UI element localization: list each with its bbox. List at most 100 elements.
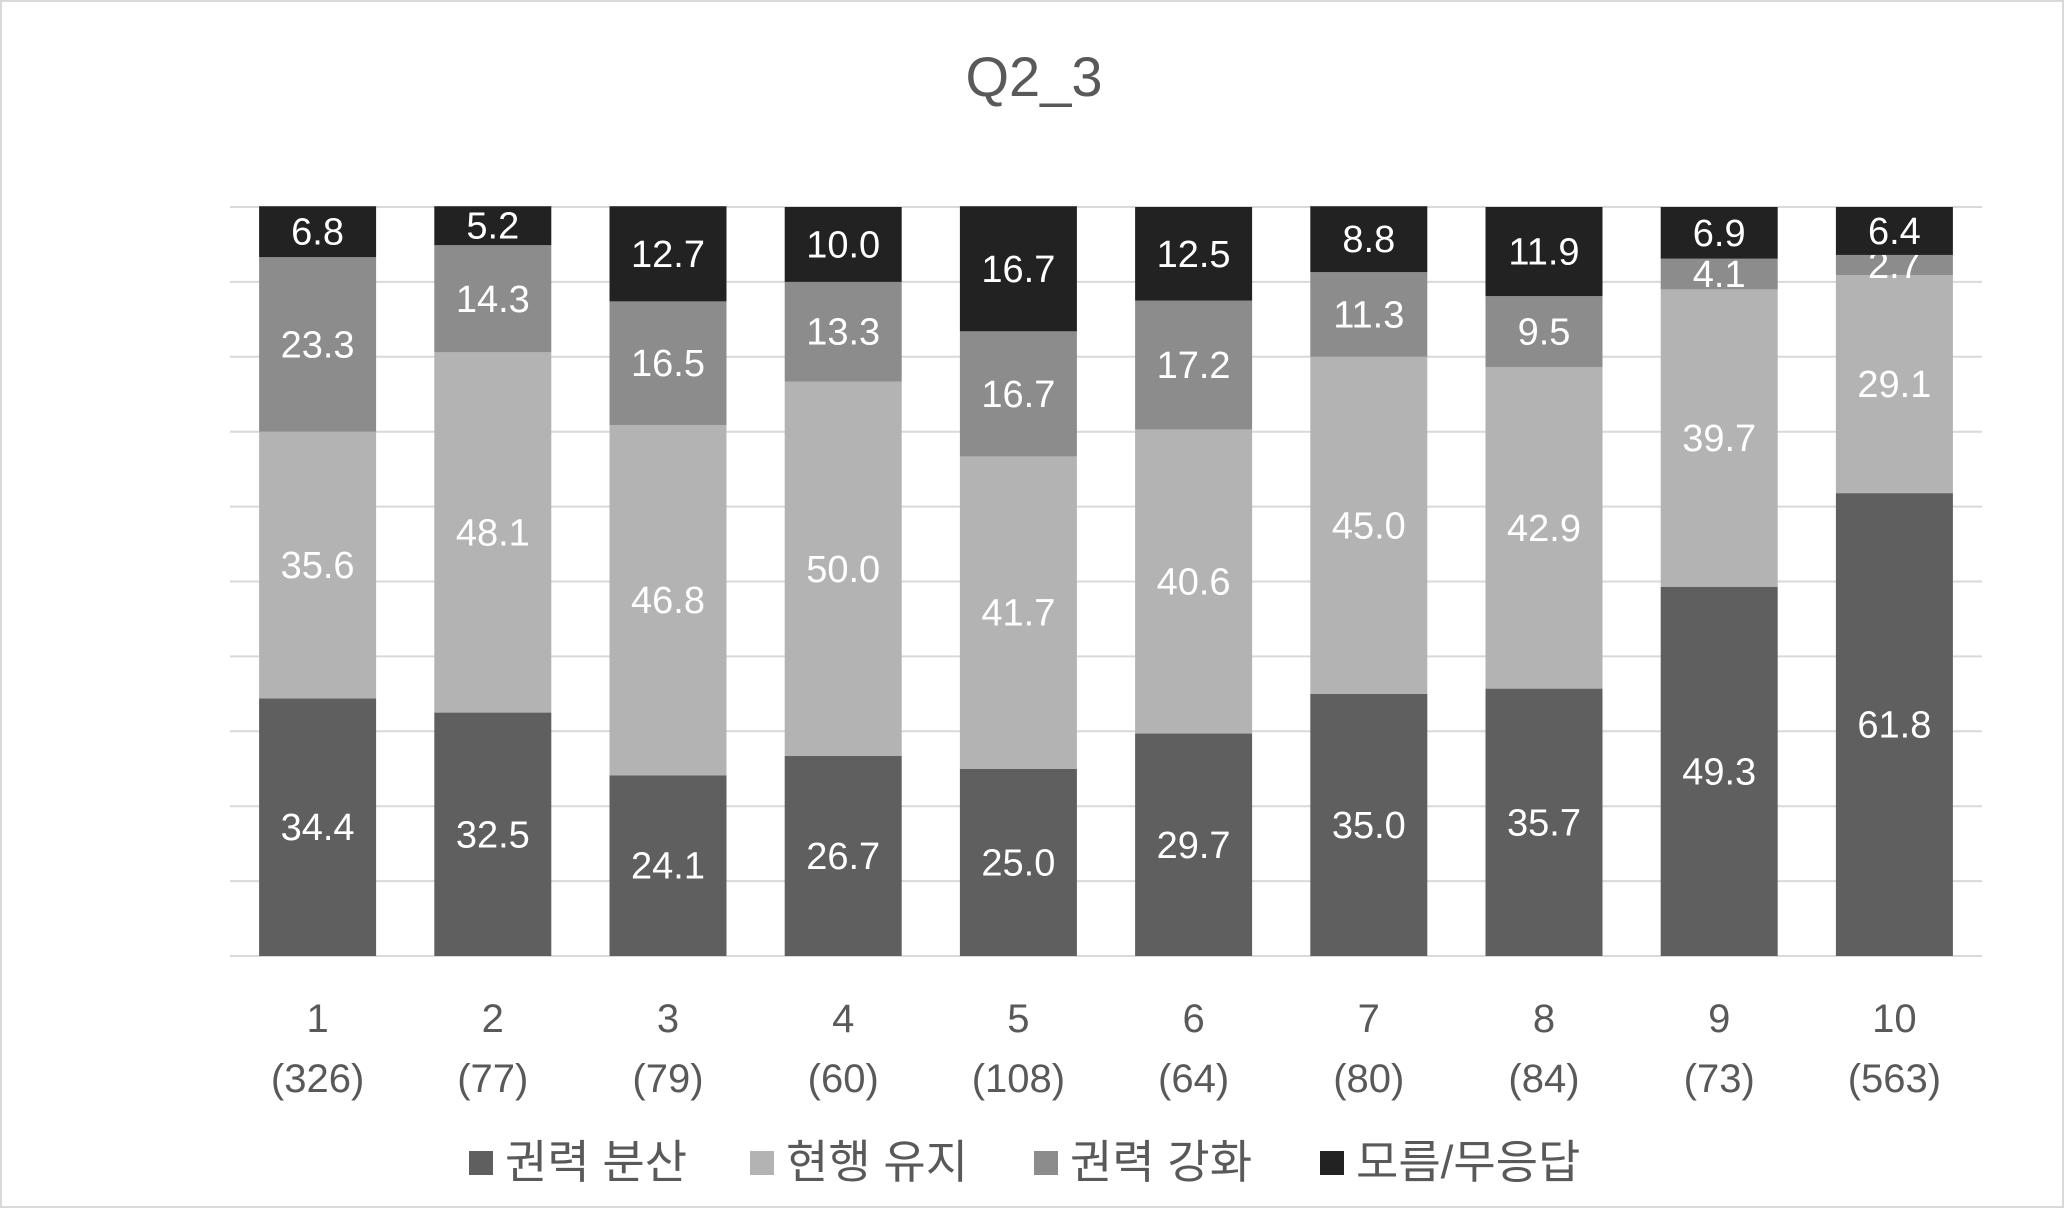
x-tick-label: 8 <box>1533 997 1555 1041</box>
legend-swatch <box>1034 1151 1058 1175</box>
bar-segment <box>784 281 902 382</box>
legend-swatch <box>469 1151 493 1175</box>
x-tick-label: 4 <box>832 997 854 1041</box>
legend-label: 권력 분산 <box>505 1136 687 1188</box>
bar-segment <box>1660 258 1778 290</box>
x-tick-count-label: (80) <box>1333 1057 1404 1101</box>
bar-segment <box>959 768 1077 956</box>
bar-segment <box>959 331 1077 457</box>
bar-segment <box>259 206 377 258</box>
bar-segment <box>784 381 902 757</box>
bar-segment <box>1485 367 1603 689</box>
x-axis-labels: 1 (326) 2 (77) 3 (79) 4 (60) 5 (108) 6 (64) 7 (80) 8 (8… <box>271 997 1941 1101</box>
data-label: 25.0 <box>981 842 1055 884</box>
data-label: 16.7 <box>981 374 1055 416</box>
data-label: 29.7 <box>1157 825 1231 867</box>
x-tick-count-label: (79) <box>632 1057 703 1101</box>
x-tick-count-label: (77) <box>457 1057 528 1101</box>
bar-segment <box>784 207 902 282</box>
x-tick-count-label: (60) <box>808 1057 879 1101</box>
data-label: 9.5 <box>1518 312 1571 354</box>
data-label: 40.6 <box>1157 562 1231 604</box>
data-label: 35.0 <box>1332 805 1406 847</box>
bar-segment <box>434 245 552 353</box>
x-tick-label: 1 <box>306 997 328 1041</box>
bar-segment <box>1485 207 1603 297</box>
data-label: 42.9 <box>1507 508 1581 550</box>
data-label: 24.1 <box>631 846 705 888</box>
data-label: 39.7 <box>1682 418 1756 460</box>
x-tick-label: 5 <box>1007 997 1029 1041</box>
x-tick-count-label: (84) <box>1508 1057 1579 1101</box>
bar-segment <box>609 301 727 425</box>
bar-segment <box>784 756 902 956</box>
data-label: 8.8 <box>1342 219 1395 261</box>
data-label: 11.9 <box>1508 232 1579 274</box>
data-label: 6.8 <box>291 212 344 254</box>
data-label: 48.1 <box>456 512 530 554</box>
x-tick-label: 2 <box>482 997 504 1041</box>
data-label: 16.5 <box>631 343 705 385</box>
legend-swatch <box>1320 1151 1344 1175</box>
bar-segment <box>1310 206 1428 273</box>
bar-segment <box>259 431 377 699</box>
data-label: 17.2 <box>1157 345 1231 387</box>
data-label: 61.8 <box>1857 705 1931 747</box>
data-label: 14.3 <box>456 279 530 321</box>
data-label: 35.7 <box>1507 802 1581 844</box>
data-label: 32.5 <box>456 814 530 856</box>
x-tick-count-label: (73) <box>1684 1057 1755 1101</box>
data-label: 4.1 <box>1693 254 1746 296</box>
data-label: 12.5 <box>1157 234 1231 276</box>
bar-segment <box>609 206 727 302</box>
data-label: 23.3 <box>281 324 355 366</box>
bar-segment <box>1835 254 1953 276</box>
legend: 권력 분산 현행 유지 권력 강화 모름/무응답 <box>469 1136 1580 1188</box>
data-label: 13.3 <box>806 312 880 354</box>
data-label: 35.6 <box>281 545 355 587</box>
bar-segment <box>1485 688 1603 956</box>
bar-segment <box>1485 296 1603 368</box>
bar-segment <box>609 775 727 956</box>
data-label: 41.7 <box>981 593 1055 635</box>
data-label: 45.0 <box>1332 505 1406 547</box>
bar-segment <box>434 206 552 246</box>
bar-segment <box>1835 275 1953 494</box>
data-label: 50.0 <box>806 549 880 591</box>
x-tick-count-label: (108) <box>972 1057 1065 1101</box>
bar-segment <box>959 456 1077 769</box>
x-tick-label: 7 <box>1358 997 1380 1041</box>
bar-segment <box>1135 733 1253 956</box>
data-label: 26.7 <box>806 836 880 878</box>
data-label: 16.7 <box>981 249 1055 291</box>
data-label: 46.8 <box>631 580 705 622</box>
bar-segment <box>1310 693 1428 956</box>
bar-segment <box>959 206 1077 332</box>
bar-segment <box>609 424 727 776</box>
data-label: 49.3 <box>1682 751 1756 793</box>
legend-label: 권력 강화 <box>1070 1136 1252 1188</box>
chart-title: Q2_3 <box>966 45 1103 108</box>
x-tick-label: 3 <box>657 997 679 1041</box>
bar-segment <box>1660 289 1778 587</box>
bar-segment <box>434 712 552 956</box>
legend-label: 모름/무응답 <box>1356 1136 1580 1188</box>
bar-segment <box>434 352 552 713</box>
bar-segment <box>259 257 377 432</box>
bars: 34.4 35.6 23.3 6.8 32.5 48.1 14.3 5.2 24.1 46.8 16… <box>259 206 1953 956</box>
bar-segment <box>1660 207 1778 259</box>
bar-segment <box>259 698 377 956</box>
bar-segment <box>1135 429 1253 734</box>
data-label: 6.9 <box>1693 213 1746 255</box>
bar-segment <box>1135 207 1253 301</box>
bar-segment <box>1310 356 1428 694</box>
x-tick-label: 10 <box>1872 997 1917 1041</box>
bar-segment <box>1835 207 1953 255</box>
bar-segment <box>1135 300 1253 430</box>
legend-swatch <box>750 1151 774 1175</box>
data-label: 12.7 <box>631 234 705 276</box>
x-tick-count-label: (64) <box>1158 1057 1229 1101</box>
bar-segment <box>1835 493 1953 956</box>
x-tick-label: 9 <box>1708 997 1730 1041</box>
